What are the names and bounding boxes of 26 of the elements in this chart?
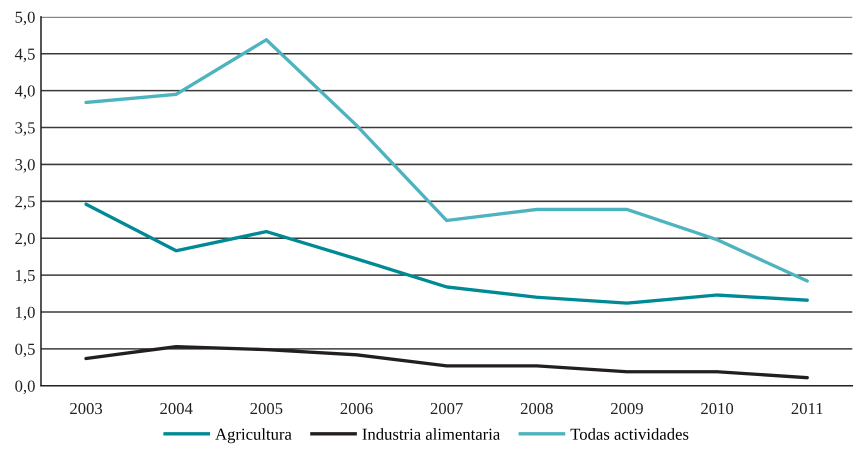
y-tick-label: 0,5 <box>15 344 35 358</box>
line-series <box>84 38 809 283</box>
x-tick-label: 2010 <box>701 402 734 414</box>
x-tick-label: 2003 <box>70 402 102 414</box>
y-tick-label: 1,0 <box>16 306 35 320</box>
y-tick-label: 2,5 <box>15 196 35 210</box>
x-tick-label: 2008 <box>520 402 553 414</box>
x-tick-label: 2005 <box>250 402 282 414</box>
y-tick-label: 4,0 <box>14 85 35 99</box>
line-series <box>84 202 809 305</box>
y-tick-label: 4,5 <box>14 48 35 62</box>
y-tick-label: 3,0 <box>15 159 35 173</box>
x-tick-label: 2006 <box>340 402 373 414</box>
legend-label: Agricultura <box>215 428 292 444</box>
y-tick-label: 1,5 <box>16 270 35 284</box>
legend-label: Industria alimentaria <box>362 428 500 440</box>
y-tick-label: 2,0 <box>15 232 35 247</box>
y-tick-label: 5,0 <box>16 12 35 26</box>
x-tick-label: 2009 <box>610 402 643 414</box>
legend-label: Todas actividades <box>570 428 688 440</box>
line-series <box>84 345 809 380</box>
y-tick-label: 3,5 <box>15 122 35 136</box>
x-tick-label: 2007 <box>430 402 463 414</box>
y-tick-label: 0,0 <box>15 380 35 394</box>
x-tick-label: 2011 <box>792 402 823 414</box>
x-tick-label: 2004 <box>160 402 193 414</box>
